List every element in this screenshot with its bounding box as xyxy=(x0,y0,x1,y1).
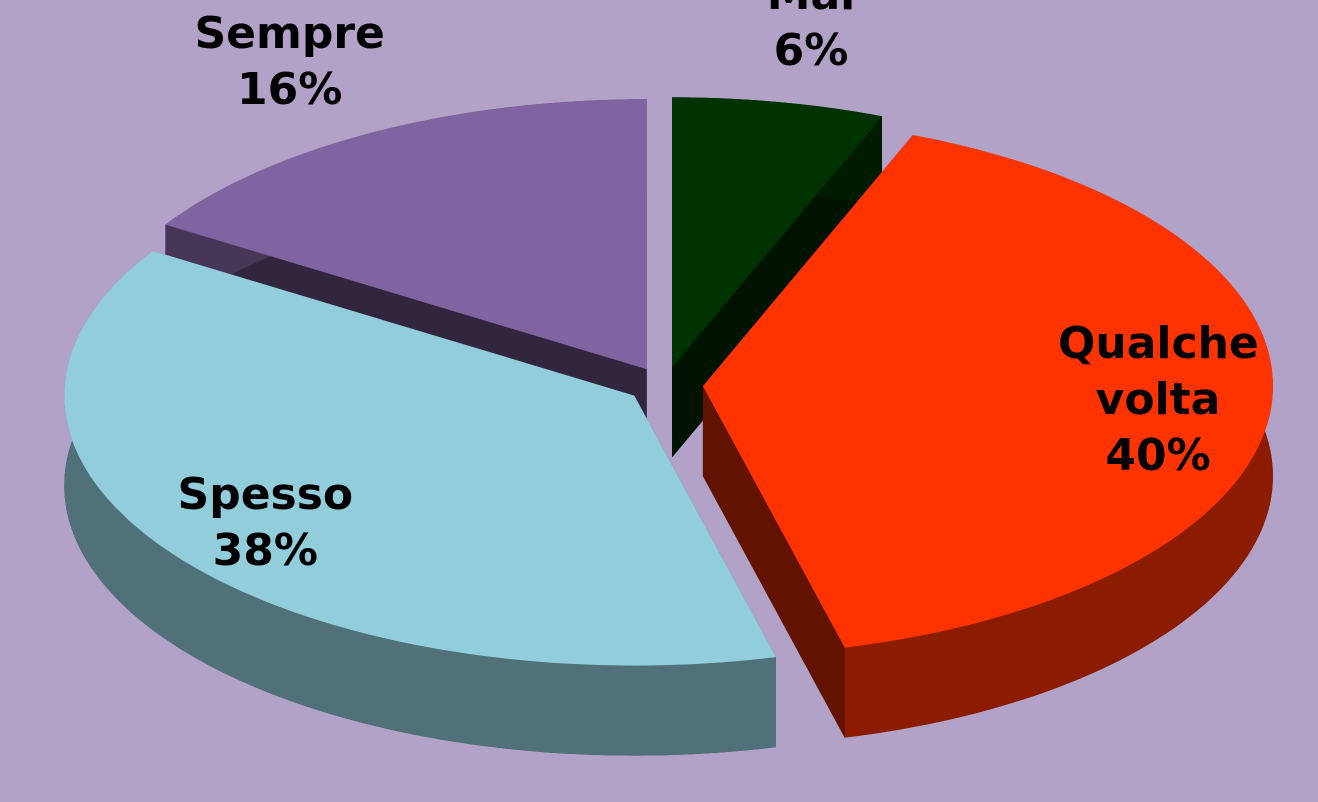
category-label: Spesso xyxy=(177,468,354,520)
value-label: 40% xyxy=(1105,429,1211,481)
slice-wall xyxy=(64,250,777,756)
value-label: 16% xyxy=(237,63,343,115)
category-label: Qualche volta xyxy=(1058,317,1259,425)
data-label: Sempre 16% xyxy=(160,6,420,118)
value-label: 6% xyxy=(773,24,849,76)
category-label: Mai xyxy=(711,0,911,23)
slice-top xyxy=(165,99,647,370)
slice-top xyxy=(702,135,1273,648)
category-label: Sempre xyxy=(194,7,385,59)
data-label: Spesso 38% xyxy=(135,467,395,579)
value-label: 38% xyxy=(212,524,318,576)
slice-top xyxy=(64,250,777,666)
slice-side xyxy=(702,386,845,738)
data-label: Qualche volta 40% xyxy=(1028,316,1288,484)
data-label: Mai6% xyxy=(681,0,941,79)
slice-top xyxy=(672,97,882,368)
